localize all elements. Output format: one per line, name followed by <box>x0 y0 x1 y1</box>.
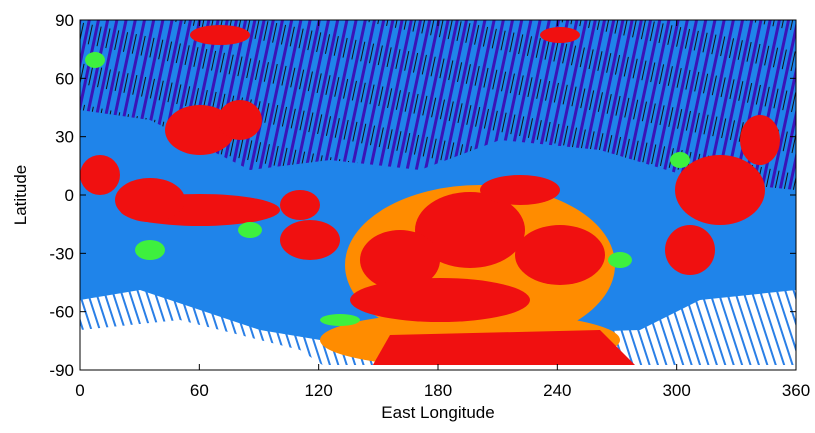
x-tick-label: 120 <box>304 381 332 400</box>
y-tick-label: -60 <box>49 303 74 322</box>
x-tick-label: 300 <box>662 381 690 400</box>
x-tick-label: 60 <box>190 381 209 400</box>
x-tick-label: 180 <box>424 381 452 400</box>
green-regions <box>85 52 690 326</box>
x-tick-label: 360 <box>782 381 810 400</box>
y-tick-label: 0 <box>65 186 74 205</box>
map-image <box>80 20 796 370</box>
y-tick-label: 30 <box>55 128 74 147</box>
y-tick-label: 60 <box>55 69 74 88</box>
x-tick-label: 0 <box>75 381 84 400</box>
red-region <box>370 330 640 370</box>
northern-streaks <box>80 20 796 190</box>
x-axis-label: East Longitude <box>381 403 494 422</box>
red-regions <box>80 25 780 322</box>
southern-white <box>80 320 330 370</box>
y-tick-label: 90 <box>55 11 74 30</box>
y-axis-label: Latitude <box>11 165 30 226</box>
x-tick-label: 240 <box>543 381 571 400</box>
y-tick-label: -30 <box>49 244 74 263</box>
y-tick-label: -90 <box>49 361 74 380</box>
